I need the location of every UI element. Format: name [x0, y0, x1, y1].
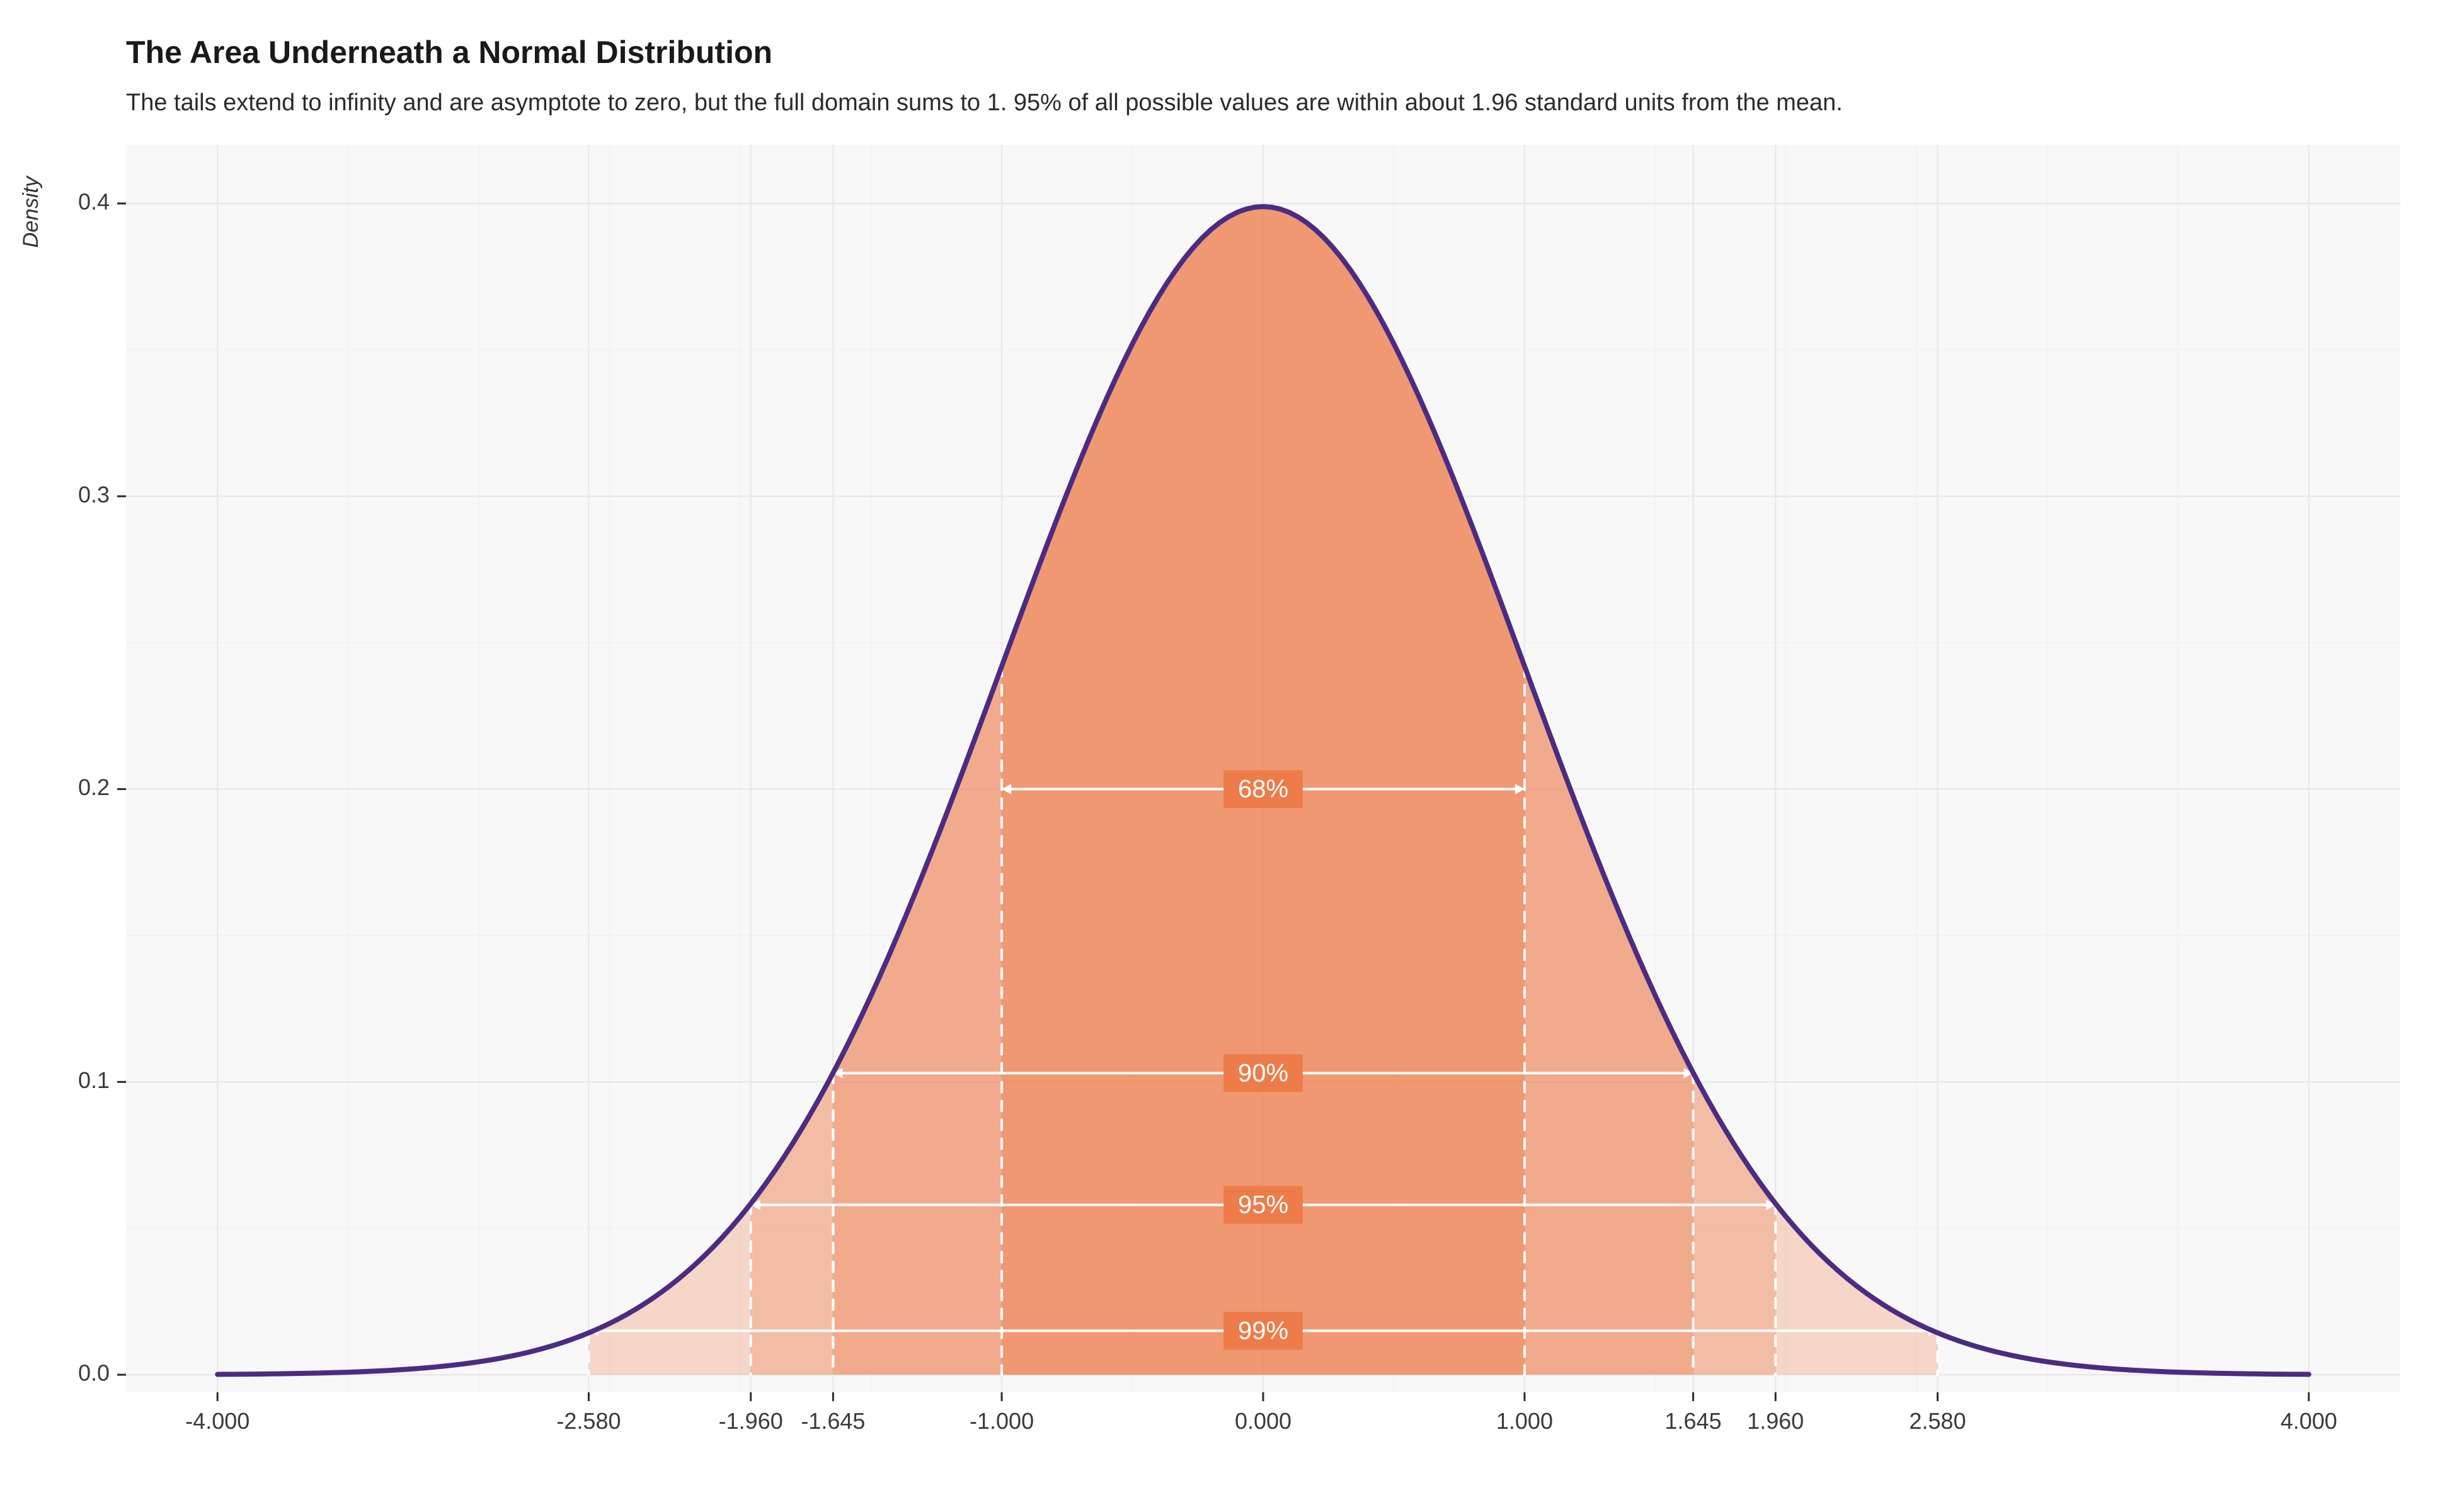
x-tick-label: 4.000 — [2281, 1408, 2337, 1434]
x-tick-label: 1.960 — [1747, 1408, 1804, 1434]
interval-label: 99% — [1238, 1317, 1288, 1344]
normal-distribution-chart: The Area Underneath a Normal Distributio… — [0, 0, 2457, 1512]
x-tick-label: 0.000 — [1235, 1408, 1292, 1434]
interval-label: 95% — [1238, 1191, 1288, 1219]
y-tick-label: 0.0 — [78, 1360, 110, 1386]
x-tick-label: 1.645 — [1665, 1408, 1722, 1434]
x-tick-label: 1.000 — [1496, 1408, 1553, 1434]
interval-label: 68% — [1238, 776, 1288, 803]
x-tick-label: -1.960 — [719, 1408, 783, 1434]
interval-label: 90% — [1238, 1059, 1288, 1087]
x-tick-label: -1.000 — [970, 1408, 1034, 1434]
y-tick-label: 0.1 — [78, 1067, 110, 1093]
chart-subtitle: The tails extend to infinity and are asy… — [126, 89, 1843, 116]
y-tick-label: 0.4 — [78, 188, 110, 214]
x-tick-label: -1.645 — [801, 1408, 865, 1434]
y-axis-label: Density — [19, 175, 43, 248]
x-tick-label: 2.580 — [1910, 1408, 1966, 1434]
chart-title: The Area Underneath a Normal Distributio… — [126, 35, 772, 70]
x-tick-label: -4.000 — [185, 1408, 249, 1434]
plot-panel: 68% 90% 95% 99% — [126, 145, 2400, 1392]
y-tick-label: 0.2 — [78, 774, 110, 800]
x-tick-label: -2.580 — [556, 1408, 621, 1434]
y-tick-label: 0.3 — [78, 481, 110, 507]
chart-stage: The Area Underneath a Normal Distributio… — [0, 0, 2457, 1512]
